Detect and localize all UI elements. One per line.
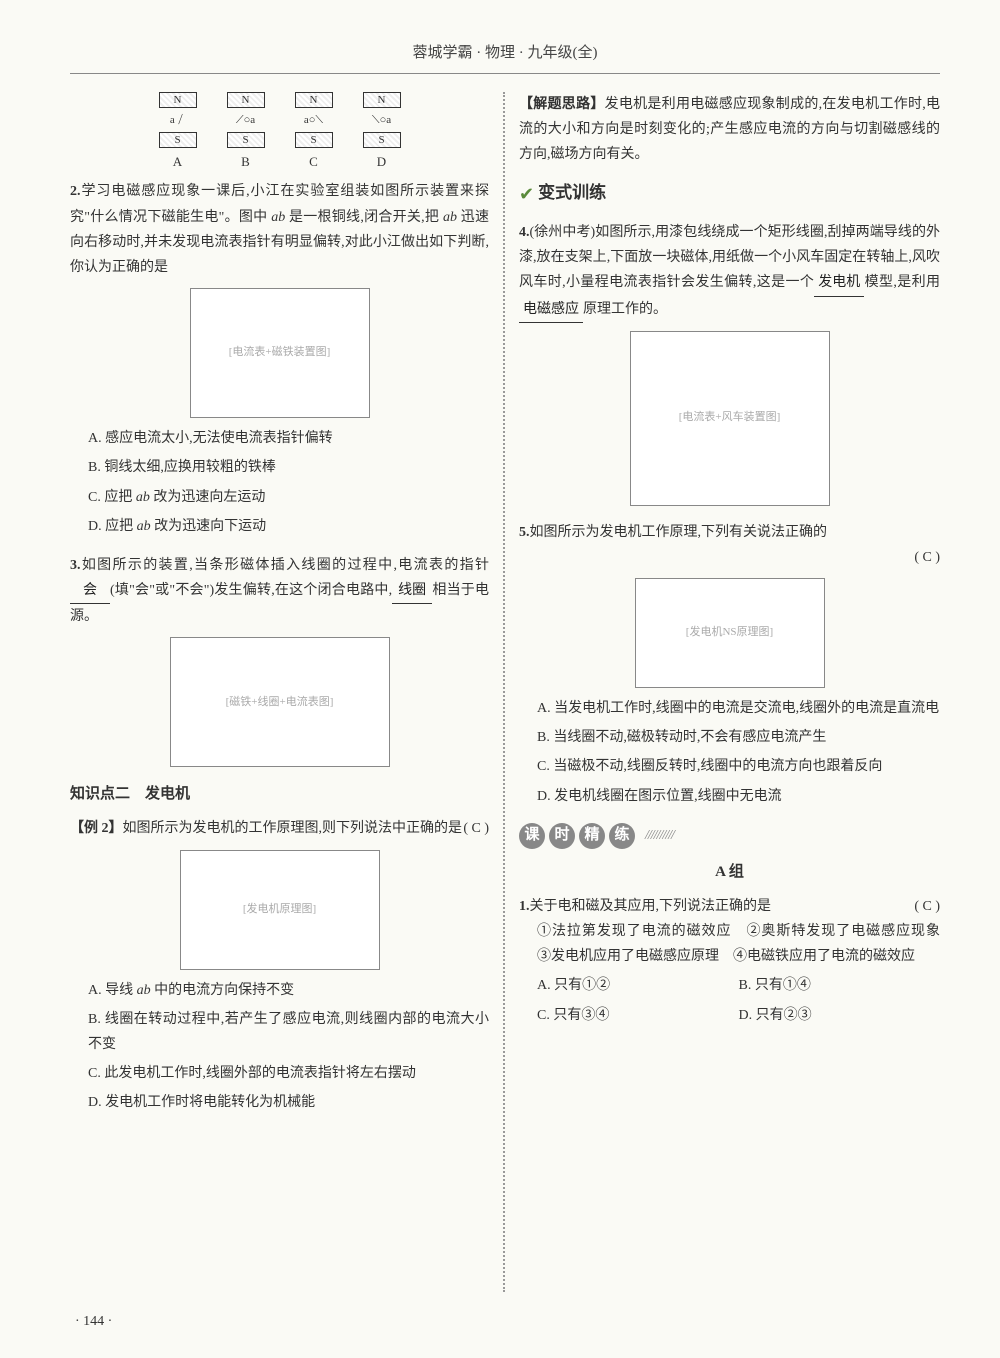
q2-options: A. 感应电流太小,无法使电流表指针偏转 B. 铜线太细,应换用较粗的铁棒 C.… <box>88 426 489 539</box>
q5-number: 5. <box>519 525 530 540</box>
section-2-title: 知识点二 发电机 <box>70 781 489 808</box>
q5-option-C: C. 当磁极不动,线圈反转时,线圈中的电流方向也跟着反向 <box>537 754 940 779</box>
practice-circle-1: 课 <box>519 823 545 849</box>
q4-blank1: 发电机 <box>814 270 864 296</box>
p1-options: A. 只有①② B. 只有①④ C. 只有③④ D. 只有②③ <box>537 973 940 1031</box>
q5-options: A. 当发电机工作时,线圈中的电流是交流电,线圈外的电流是直流电 B. 当线圈不… <box>537 696 940 809</box>
example2-options: A. 导线 ab 中的电流方向保持不变 B. 线圈在转动过程中,若产生了感应电流… <box>88 978 489 1116</box>
q2-option-B: B. 铜线太细,应换用较粗的铁棒 <box>88 455 489 480</box>
practice-q1: 1.关于电和磁及其应用,下列说法正确的是 ( C ) ①法拉第发现了电流的磁效应… <box>519 894 940 1032</box>
page-header: 蓉城学霸 · 物理 · 九年级(全) <box>70 40 940 74</box>
q2-option-D: D. 应把 ab 改为迅速向下运动 <box>88 514 489 539</box>
practice-slashes: ////////// <box>645 823 674 848</box>
q3-blank2: 线圈 <box>392 578 432 604</box>
group-A-title: A 组 <box>519 859 940 886</box>
q5-diagram: [发电机NS原理图] <box>519 578 940 688</box>
question-3: 3.如图所示的装置,当条形磁体插入线圈的过程中,电流表的指针会(填"会"或"不会… <box>70 553 489 768</box>
example-2: 【例 2】如图所示为发电机的工作原理图,则下列说法中正确的是 ( C ) [发电… <box>70 816 489 1115</box>
example2-label: 【例 2】 <box>70 821 123 836</box>
practice-circle-4: 练 <box>609 823 635 849</box>
practice-circle-3: 精 <box>579 823 605 849</box>
magnet-label-A: A <box>150 150 206 173</box>
q2-option-A: A. 感应电流太小,无法使电流表指针偏转 <box>88 426 489 451</box>
right-column: 【解题思路】发电机是利用电磁感应现象制成的,在发电机工作时,电流的大小和方向是时… <box>505 92 940 1292</box>
solution-path: 【解题思路】发电机是利用电磁感应现象制成的,在发电机工作时,电流的大小和方向是时… <box>519 92 940 168</box>
magnet-D: N ⟍○a S D <box>354 92 410 173</box>
p1-option-B: B. 只有①④ <box>739 973 941 998</box>
practice-circle-2: 时 <box>549 823 575 849</box>
p1-option-C: C. 只有③④ <box>537 1003 739 1028</box>
content-columns: N a ⟋ S A N ⟋○a S B N <box>70 92 940 1292</box>
q2-diagram: [电流表+磁铁装置图] <box>70 288 489 418</box>
q1-magnets-diagram: N a ⟋ S A N ⟋○a S B N <box>70 92 489 173</box>
q4-source: (徐州中考) <box>530 225 596 240</box>
pole-N: N <box>159 92 197 108</box>
question-2: 2.学习电磁感应现象一课后,小江在实验室组装如图所示装置来探究"什么情况下磁能生… <box>70 179 489 539</box>
variant-training-title: ✔ 变式训练 <box>519 178 940 210</box>
q3-diagram: [磁铁+线圈+电流表图] <box>70 637 489 767</box>
checkmark-icon: ✔ <box>519 178 534 210</box>
practice-header: 课 时 精 练 ////////// <box>519 823 940 849</box>
q5-option-B: B. 当线圈不动,磁极转动时,不会有感应电流产生 <box>537 725 940 750</box>
p1-items: ①法拉第发现了电流的磁效应 ②奥斯特发现了电磁感应现象 ③发电机应用了电磁感应原… <box>537 919 940 969</box>
q4-diagram: [电流表+风车装置图] <box>519 331 940 506</box>
q5-option-A: A. 当发电机工作时,线圈中的电流是交流电,线圈外的电流是直流电 <box>537 696 940 721</box>
magnet-C: N a○⟍ S C <box>286 92 342 173</box>
page-number: · 144 · <box>75 1309 112 1334</box>
ex2-option-C: C. 此发电机工作时,线圈外部的电流表指针将左右摆动 <box>88 1061 489 1086</box>
p1-option-A: A. 只有①② <box>537 973 739 998</box>
p1-number: 1. <box>519 899 530 914</box>
example2-diagram: [发电机原理图] <box>70 850 489 970</box>
ex2-option-D: D. 发电机工作时将电能转化为机械能 <box>88 1090 489 1115</box>
q4-blank2: 电磁感应 <box>519 297 583 323</box>
page: 蓉城学霸 · 物理 · 九年级(全) N a ⟋ S A N ⟋○a <box>0 0 1000 1358</box>
q3-blank1: 会 <box>70 578 110 604</box>
magnet-A: N a ⟋ S A <box>150 92 206 173</box>
ex2-option-B: B. 线圈在转动过程中,若产生了感应电流,则线圈内部的电流大小不变 <box>88 1007 489 1057</box>
left-column: N a ⟋ S A N ⟋○a S B N <box>70 92 505 1292</box>
magnet-B: N ⟋○a S B <box>218 92 274 173</box>
example2-answer: ( C ) <box>463 816 489 841</box>
ex2-option-A: A. 导线 ab 中的电流方向保持不变 <box>88 978 489 1003</box>
q2-number: 2. <box>70 184 81 199</box>
question-5: 5.如图所示为发电机工作原理,下列有关说法正确的 ( C ) [发电机NS原理图… <box>519 520 940 809</box>
q5-answer: ( C ) <box>519 545 940 570</box>
pole-S: S <box>159 132 197 148</box>
solution-label: 【解题思路】 <box>519 97 605 112</box>
q4-number: 4. <box>519 225 530 240</box>
p1-option-D: D. 只有②③ <box>739 1003 941 1028</box>
p1-answer: ( C ) <box>914 894 940 919</box>
question-4: 4.(徐州中考)如图所示,用漆包线绕成一个矩形线圈,刮掉两端导线的外漆,放在支架… <box>519 220 940 506</box>
q2-option-C: C. 应把 ab 改为迅速向左运动 <box>88 485 489 510</box>
q3-number: 3. <box>70 558 81 573</box>
variant-text: 变式训练 <box>538 178 606 209</box>
q5-option-D: D. 发电机线圈在图示位置,线圈中无电流 <box>537 784 940 809</box>
